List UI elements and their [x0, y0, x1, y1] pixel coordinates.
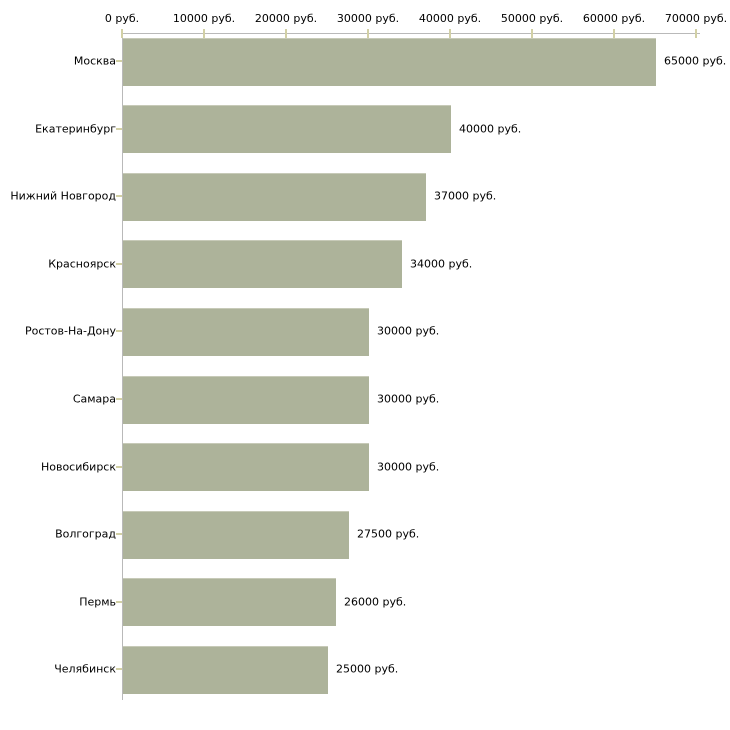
- bar: [123, 578, 336, 627]
- value-label: 30000 руб.: [377, 392, 440, 406]
- value-label: 25000 руб.: [336, 662, 399, 676]
- x-axis-tick-label: 60000 руб.: [582, 12, 646, 25]
- y-axis-tick-mark: [116, 398, 122, 400]
- category-label: Челябинск: [54, 662, 116, 676]
- value-label: 27500 руб.: [357, 527, 420, 541]
- x-axis-tick-mark: [613, 29, 615, 38]
- y-axis-line: [122, 33, 123, 700]
- bar: [123, 307, 369, 356]
- value-label: 26000 руб.: [344, 595, 407, 609]
- value-label: 65000 руб.: [664, 54, 727, 68]
- value-label: 40000 руб.: [459, 122, 522, 136]
- y-axis-tick-mark: [116, 668, 122, 671]
- y-axis-tick-mark: [116, 195, 122, 198]
- bar: [123, 172, 426, 221]
- y-axis-tick-mark: [116, 330, 122, 333]
- category-label: Пермь: [79, 595, 116, 609]
- category-label: Новосибирск: [40, 460, 116, 474]
- bar: [123, 105, 451, 154]
- x-axis-tick-label: 10000 руб.: [172, 12, 236, 25]
- category-label: Красноярск: [48, 257, 116, 271]
- y-axis-tick-mark: [116, 600, 122, 603]
- bar: [123, 240, 402, 289]
- x-axis-line: [122, 33, 700, 34]
- value-label: 30000 руб.: [377, 460, 440, 474]
- category-label: Москва: [73, 54, 116, 68]
- x-axis-tick-label: 0 руб.: [104, 12, 140, 25]
- y-axis-tick-mark: [116, 533, 122, 536]
- x-axis-tick-mark: [203, 29, 205, 38]
- category-label: Самара: [72, 392, 116, 406]
- y-axis-tick-mark: [116, 262, 122, 265]
- x-axis-tick-mark: [121, 29, 123, 38]
- x-axis-tick-label: 20000 руб.: [254, 12, 318, 25]
- category-label: Екатеринбург: [35, 122, 116, 136]
- bar: [123, 443, 369, 492]
- category-label: Волгоград: [55, 527, 116, 541]
- category-label: Нижний Новгород: [10, 189, 116, 203]
- x-axis-tick-label: 70000 руб.: [664, 12, 728, 25]
- category-label: Ростов-На-Дону: [24, 324, 116, 338]
- x-axis-tick-label: 50000 руб.: [500, 12, 564, 25]
- x-axis-tick-label: 30000 руб.: [336, 12, 400, 25]
- value-label: 34000 руб.: [410, 257, 473, 271]
- y-axis-tick-mark: [116, 127, 122, 130]
- x-axis-tick-mark: [449, 29, 451, 38]
- bar: [123, 510, 349, 559]
- x-axis-tick-label: 40000 руб.: [418, 12, 482, 25]
- y-axis-tick-mark: [116, 465, 122, 468]
- value-label: 37000 руб.: [434, 189, 497, 203]
- bar: [123, 645, 328, 694]
- y-axis-tick-mark: [116, 60, 122, 62]
- x-axis-tick-mark: [367, 29, 369, 38]
- bar: [123, 375, 369, 424]
- x-axis-tick-mark: [285, 29, 287, 38]
- x-axis-tick-mark: [695, 29, 697, 38]
- value-label: 30000 руб.: [377, 324, 440, 338]
- bar: [123, 37, 656, 86]
- x-axis-tick-mark: [531, 29, 533, 38]
